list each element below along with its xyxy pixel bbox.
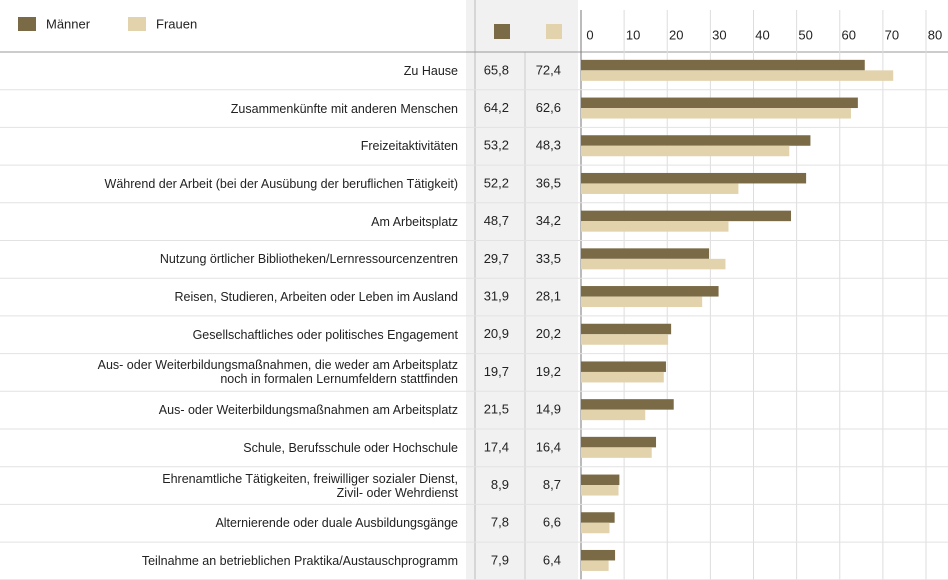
value-label: 17,4: [484, 439, 509, 454]
bar: [581, 145, 790, 157]
x-tick-label: 40: [755, 27, 769, 42]
legend-swatch: [18, 17, 36, 31]
value-label: 7,8: [491, 515, 509, 530]
bar: [581, 70, 894, 81]
row-label: Alternierende oder duale Ausbildungsgäng…: [215, 516, 458, 531]
bar: [581, 512, 615, 523]
bar: [581, 323, 672, 335]
value-label: 52,2: [484, 175, 509, 190]
legend-swatch: [128, 17, 146, 31]
value-label: 28,1: [536, 288, 561, 303]
value-label: 7,9: [491, 552, 509, 567]
bar: [581, 334, 669, 345]
bar: [581, 172, 807, 184]
bar: [581, 399, 674, 410]
value-label: 19,7: [484, 364, 509, 379]
row-label: Reisen, Studieren, Arbeiten oder Leben i…: [174, 290, 458, 305]
row-label: Zusammenkünfte mit anderen Menschen: [230, 101, 458, 116]
bar: [581, 183, 739, 194]
legend-label: Männer: [46, 16, 91, 31]
row-label: Aus- oder Weiterbildungsmaßnahmen, die w…: [97, 358, 458, 387]
bar: [581, 560, 609, 571]
value-label: 72,4: [536, 62, 561, 77]
x-tick-label: 60: [842, 27, 856, 42]
value-label: 8,9: [491, 477, 509, 492]
value-column-bg: [466, 0, 578, 580]
legend-label: Frauen: [156, 16, 197, 31]
x-tick-label: 70: [885, 27, 899, 42]
column-header-swatch: [494, 24, 510, 39]
bar: [581, 210, 792, 222]
bar: [581, 296, 703, 308]
value-label: 14,9: [536, 402, 561, 417]
value-label: 6,6: [543, 515, 561, 530]
value-label: 65,8: [484, 62, 509, 77]
value-label: 20,9: [484, 326, 509, 341]
row-label: Gesellschaftliches oder politisches Enga…: [192, 327, 458, 342]
value-label: 48,3: [536, 138, 561, 153]
row-label: Nutzung örtlicher Bibliotheken/Lernresso…: [159, 252, 458, 267]
bar: [581, 258, 726, 270]
value-label: 29,7: [484, 251, 509, 266]
value-label: 34,2: [536, 213, 561, 228]
value-label: 8,7: [543, 477, 561, 492]
value-label: 6,4: [543, 552, 561, 567]
bar: [581, 474, 620, 486]
value-label: 36,5: [536, 175, 561, 190]
row-label: Freizeitaktivitäten: [360, 139, 458, 154]
value-label: 33,5: [536, 251, 561, 266]
bar: [581, 371, 664, 383]
row-label: Während der Arbeit (bei der Ausübung der…: [104, 176, 458, 191]
bar: [581, 409, 646, 421]
bar: [581, 522, 610, 534]
x-tick-label: 0: [586, 27, 593, 42]
value-label: 64,2: [484, 100, 509, 115]
bar: [581, 59, 865, 71]
value-label: 48,7: [484, 213, 509, 228]
bar: [581, 447, 652, 458]
value-label: 62,6: [536, 100, 561, 115]
x-tick-label: 80: [928, 27, 942, 42]
bar: [581, 549, 616, 561]
bar: [581, 485, 619, 496]
value-label: 53,2: [484, 138, 509, 153]
bar: [581, 135, 811, 146]
value-label: 19,2: [536, 364, 561, 379]
row-label: Schule, Berufsschule oder Hochschule: [243, 440, 458, 455]
x-tick-label: 20: [669, 27, 683, 42]
bar: [581, 221, 729, 232]
row-label: Aus- oder Weiterbildungsmaßnahmen am Arb…: [158, 403, 458, 418]
value-label: 21,5: [484, 402, 509, 417]
row-label: Zu Hause: [403, 63, 458, 78]
bar: [581, 108, 851, 119]
value-label: 16,4: [536, 439, 561, 454]
x-tick-label: 10: [626, 27, 640, 42]
row-label: Ehrenamtliche Tätigkeiten, freiwilliger …: [162, 471, 458, 500]
row-label: Teilnahme an betrieblichen Praktika/Aust…: [141, 553, 458, 568]
value-label: 31,9: [484, 288, 509, 303]
bar: [581, 361, 666, 372]
x-tick-label: 30: [712, 27, 726, 42]
value-label: 20,2: [536, 326, 561, 341]
bar: [581, 436, 657, 448]
bar: [581, 97, 858, 109]
row-label: Am Arbeitsplatz: [371, 214, 458, 229]
bar: [581, 248, 710, 259]
x-tick-label: 50: [798, 27, 812, 42]
column-header-swatch: [546, 24, 562, 39]
bar: [581, 286, 719, 297]
